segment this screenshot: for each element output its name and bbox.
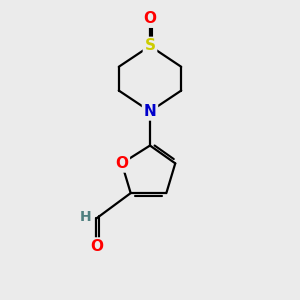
Text: O: O: [115, 156, 128, 171]
Text: O: O: [143, 11, 157, 26]
Text: H: H: [80, 210, 91, 224]
Text: S: S: [145, 38, 155, 53]
Text: O: O: [90, 239, 103, 254]
Text: N: N: [144, 104, 156, 119]
